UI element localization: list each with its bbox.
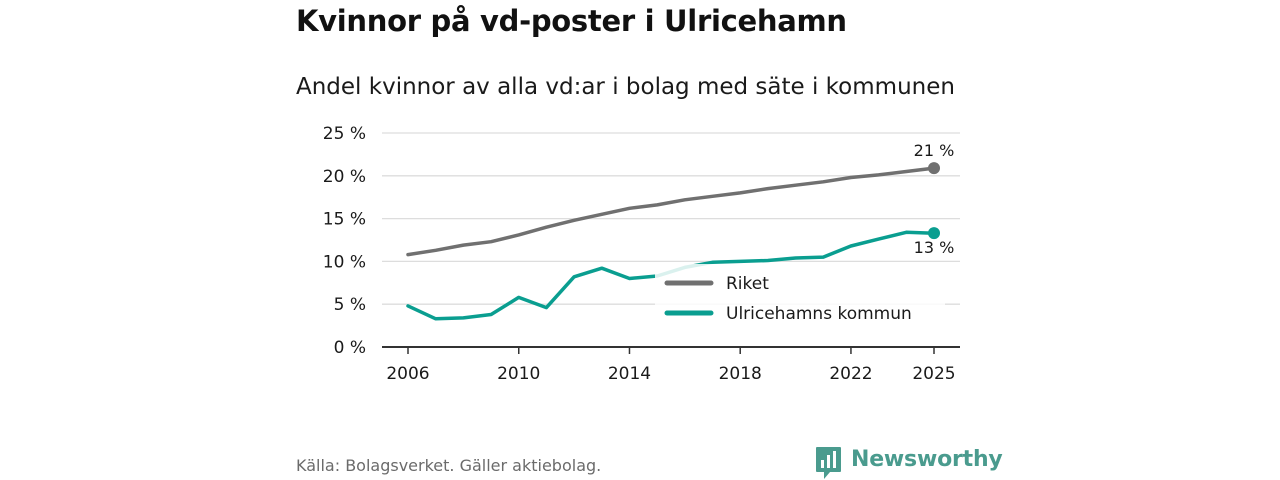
source-note: Källa: Bolagsverket. Gäller aktiebolag. [296,456,602,475]
legend-label-ulricehamn: Ulricehamns kommun [726,304,912,324]
end-label-riket: 21 % [914,141,955,160]
line-chart: 0 %5 %10 %15 %20 %25 % 2006 2010 2014 2018 2… [323,124,960,384]
x-tick-label: 2010 [497,364,540,384]
y-tick-label: 0 % [334,338,366,358]
x-tick-label: 2006 [386,364,429,384]
y-axis-ticks: 0 % 5 % 10 % 15 % 20 % 25 % [323,124,366,358]
legend-background [655,264,945,328]
chart-title: Kvinnor på vd-poster i Ulricehamn [296,4,847,38]
y-tick-label: 15 % [323,210,366,230]
brand-logo[interactable]: Newsworthy [815,446,1003,480]
x-tick-label: 2018 [719,364,762,384]
series-line-riket [406,166,936,257]
x-axis: 2006 2010 2014 2018 2022 2025 [382,346,960,384]
y-tick-label: 10 % [323,252,366,272]
x-tick-label: 2014 [608,364,651,384]
y-tick-label: 20 % [323,167,366,187]
x-tick-label: 2022 [829,364,872,384]
newsworthy-logo-icon [816,447,841,479]
legend: Riket Ulricehamns kommun [655,264,945,328]
brand-name: Newsworthy [851,447,1003,472]
end-point-ulricehamn [928,227,940,240]
y-tick-label: 5 % [334,295,366,315]
chart-subtitle: Andel kvinnor av alla vd:ar i bolag med … [296,74,955,100]
x-tick-label: 2025 [912,364,955,384]
end-label-ulricehamn: 13 % [914,238,955,257]
y-tick-label: 25 % [323,124,366,144]
end-point-riket [928,162,940,175]
legend-label-riket: Riket [726,274,769,294]
